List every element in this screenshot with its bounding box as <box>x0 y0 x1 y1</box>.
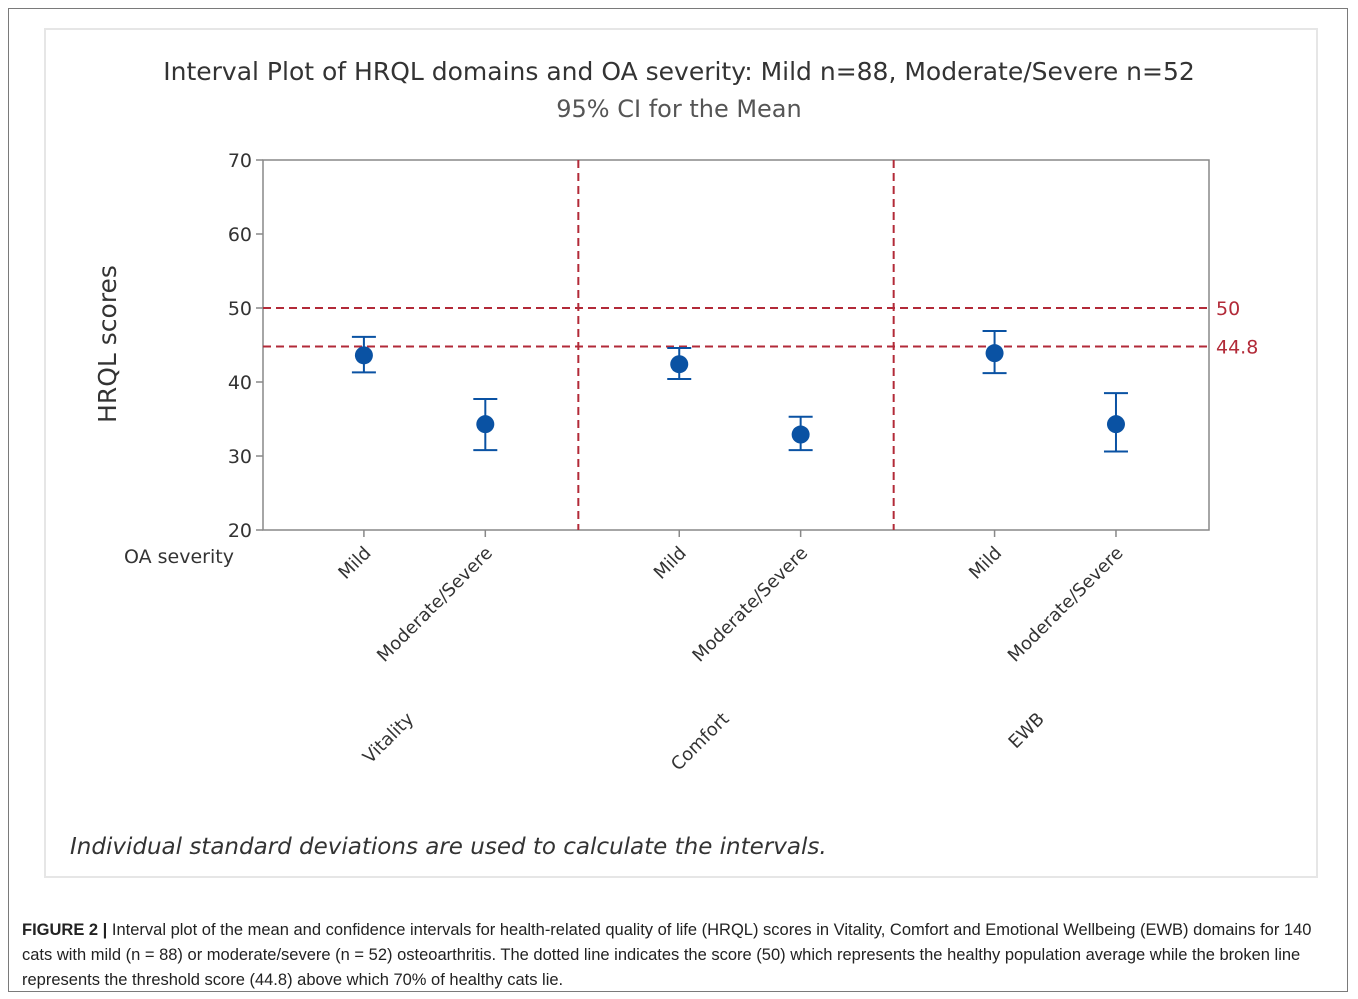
reference-line-label: 44.8 <box>1216 336 1258 358</box>
mean-point <box>792 426 810 444</box>
mean-point <box>355 346 373 364</box>
chart-subtitle: 95% CI for the Mean <box>556 95 801 123</box>
y-axis-label: HRQL scores <box>93 265 122 423</box>
reference-line-label: 50 <box>1216 298 1240 320</box>
mean-point <box>986 344 1004 362</box>
y-tick-label: 50 <box>228 298 252 320</box>
x-axis-label: OA severity <box>124 546 234 568</box>
caption-text: Interval plot of the mean and confidence… <box>22 921 1311 989</box>
x-category-label: Moderate/Severe <box>688 543 812 667</box>
x-category-label: Mild <box>965 543 1006 584</box>
x-domain-label: Vitality <box>359 708 418 767</box>
y-tick-label: 20 <box>228 520 252 542</box>
mean-point <box>1107 415 1125 433</box>
chart-footnote: Individual standard deviations are used … <box>70 834 827 860</box>
y-tick-label: 60 <box>228 224 252 246</box>
x-category-label: Moderate/Severe <box>1004 543 1128 667</box>
x-category-label: Mild <box>650 543 691 584</box>
y-tick-label: 40 <box>228 372 252 394</box>
y-tick-label: 70 <box>228 150 252 172</box>
x-domain-label: EWB <box>1005 709 1049 753</box>
x-category-label: Mild <box>334 543 375 584</box>
x-domain-label: Comfort <box>667 709 733 775</box>
caption-lead: FIGURE 2 | <box>22 921 107 939</box>
mean-point <box>476 415 494 433</box>
plot-area-border <box>263 160 1209 530</box>
plot-layer: 2030405060705044.8MildModerate/SevereVit… <box>228 150 1259 775</box>
mean-point <box>670 355 688 373</box>
x-category-label: Moderate/Severe <box>373 543 497 667</box>
figure-caption: FIGURE 2 | Interval plot of the mean and… <box>22 918 1338 993</box>
chart-title: Interval Plot of HRQL domains and OA sev… <box>163 57 1195 86</box>
y-tick-label: 30 <box>228 446 252 468</box>
